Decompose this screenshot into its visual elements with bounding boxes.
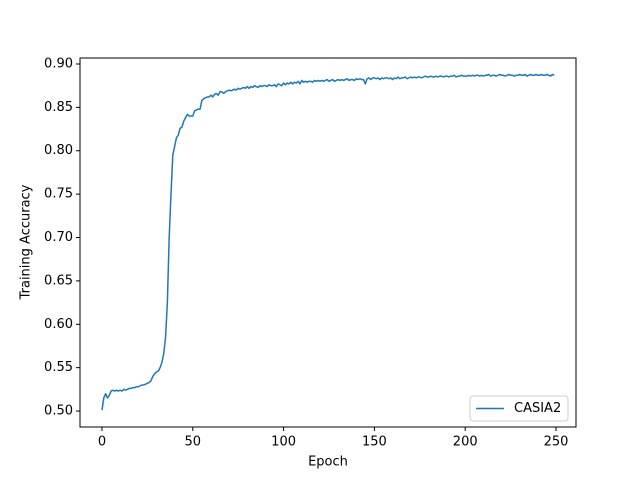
- x-tick-label: 0: [98, 435, 106, 450]
- y-tick-label: 0.80: [44, 143, 73, 158]
- y-tick-label: 0.65: [44, 273, 73, 288]
- y-tick-label: 0.60: [44, 317, 73, 332]
- y-tick-label: 0.55: [44, 360, 73, 375]
- x-tick-label: 200: [453, 435, 478, 450]
- y-tick-label: 0.70: [44, 230, 73, 245]
- plot-frame: [79, 57, 577, 428]
- x-tick-label: 50: [185, 435, 202, 450]
- legend-label: CASIA2: [514, 401, 561, 416]
- legend-box: [469, 395, 569, 422]
- y-tick-label: 0.90: [44, 56, 73, 71]
- data-line: [101, 73, 555, 411]
- y-tick-label: 0.85: [44, 100, 73, 115]
- x-tick-label: 250: [544, 435, 569, 450]
- x-tick-label: 150: [362, 435, 387, 450]
- x-axis-label: Epoch: [308, 455, 348, 470]
- y-tick-label: 0.50: [44, 404, 73, 419]
- x-tick-label: 100: [271, 435, 296, 450]
- y-axis-label: Training Accuracy: [19, 184, 34, 300]
- y-tick-label: 0.75: [44, 187, 73, 202]
